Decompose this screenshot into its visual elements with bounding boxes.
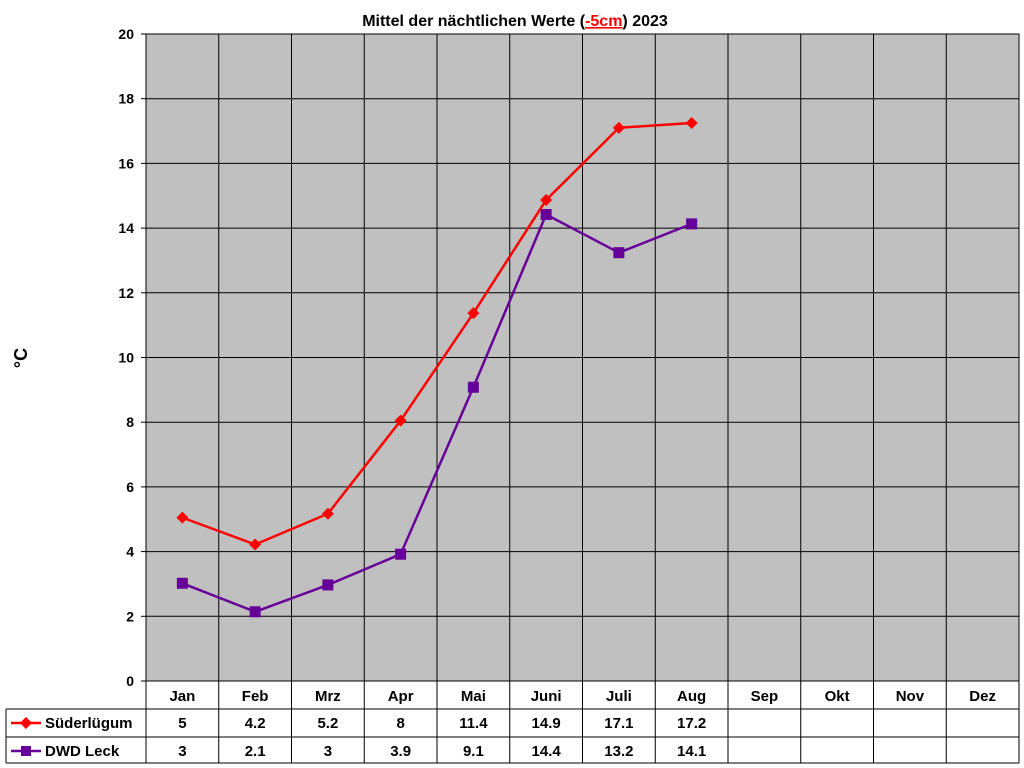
data-table: Jan Feb Mrz Apr Mai Juni Juli Aug Sep Okt Nov Dez Sü… xyxy=(5,681,1020,764)
y-tick-label: 12 xyxy=(118,285,134,301)
data-point xyxy=(249,538,262,551)
y-tick-label: 14 xyxy=(118,220,134,236)
data-point xyxy=(686,218,698,230)
legend-series-name: DWD Leck xyxy=(45,743,120,760)
x-category-label: Okt xyxy=(825,688,850,705)
table-value: 14.1 xyxy=(677,743,706,760)
data-point xyxy=(467,307,480,320)
table-value: 3.9 xyxy=(390,743,411,760)
table-value: 5 xyxy=(178,715,186,732)
x-category-label: Jan xyxy=(169,688,195,705)
table-value: 14.4 xyxy=(532,743,562,760)
data-point xyxy=(176,511,189,524)
x-category-label: Aug xyxy=(677,688,706,705)
data-point xyxy=(613,247,625,259)
data-point xyxy=(322,579,334,591)
x-category-label: Mai xyxy=(461,688,486,705)
y-tick-label: 10 xyxy=(118,350,134,366)
data-point xyxy=(395,548,407,560)
data-point xyxy=(249,606,261,618)
series-line-0 xyxy=(181,121,692,546)
x-category-label: Mrz xyxy=(315,688,341,705)
x-category-label: Sep xyxy=(751,688,779,705)
data-point xyxy=(394,414,407,427)
y-tick-label: 6 xyxy=(126,479,134,495)
y-tick-label: 16 xyxy=(118,155,134,171)
y-tick-label: 0 xyxy=(126,673,134,689)
table-value: 9.1 xyxy=(463,743,484,760)
data-point xyxy=(540,193,553,206)
x-category-label: Feb xyxy=(242,688,269,705)
data-point xyxy=(540,209,552,221)
table-value: 3 xyxy=(324,743,332,760)
x-category-label: Juli xyxy=(606,688,632,705)
y-tick-label: 2 xyxy=(126,608,134,624)
table-value: 4.2 xyxy=(245,715,266,732)
chart-title: Mittel der nächtlichen Werte (-5cm) 2023 xyxy=(362,13,668,30)
x-category-label: Apr xyxy=(388,688,414,705)
table-value: 8 xyxy=(396,715,404,732)
legend-series-name: Süderlügum xyxy=(45,715,133,732)
plot-area: 0 2 4 6 8 10 12 14 16 18 20 xyxy=(118,26,1020,689)
table-value: 2.1 xyxy=(245,743,266,760)
table-value: 17.2 xyxy=(677,715,706,732)
chart-title-end: ) 2023 xyxy=(622,13,667,30)
table-value: 11.4 xyxy=(459,715,488,732)
y-axis-label: °C xyxy=(11,348,31,368)
data-point xyxy=(685,116,698,129)
x-category-label: Dez xyxy=(969,688,996,705)
data-point xyxy=(321,507,334,520)
x-category-label: Nov xyxy=(896,688,925,705)
data-point xyxy=(467,381,479,393)
x-category-label: Juni xyxy=(531,688,562,705)
legend-key-marker xyxy=(20,717,32,729)
data-point xyxy=(176,577,188,589)
y-tick-label: 18 xyxy=(118,91,134,107)
y-tick-label: 8 xyxy=(126,414,134,430)
series-line-1 xyxy=(181,213,693,614)
table-value: 5.2 xyxy=(317,715,338,732)
table-value: 13.2 xyxy=(604,743,633,760)
table-value: 14.9 xyxy=(532,715,561,732)
table-value: 3 xyxy=(178,743,186,760)
chart-title-start: Mittel der nächtlichen Werte ( xyxy=(362,13,586,30)
data-point xyxy=(612,121,625,134)
y-tick-label: 4 xyxy=(126,544,134,560)
table-value: 17.1 xyxy=(604,715,633,732)
legend-key-marker xyxy=(21,746,31,756)
y-tick-label: 20 xyxy=(118,26,134,42)
chart-title-highlight: -5cm xyxy=(585,13,622,30)
